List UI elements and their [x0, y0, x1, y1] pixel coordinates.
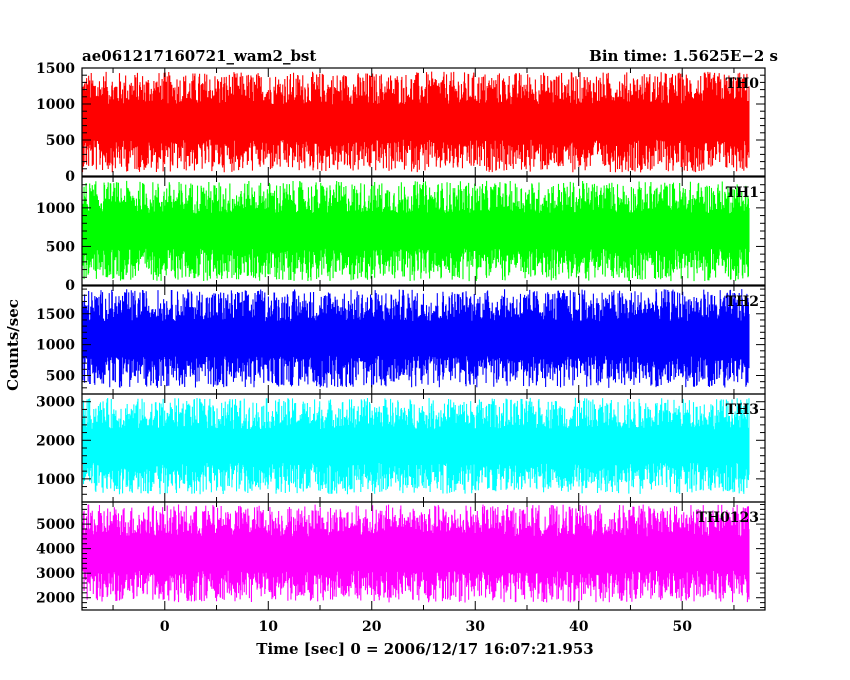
chart-title-left: ae061217160721_wam2_bst [82, 47, 316, 65]
panel-name-label: TH1 [726, 185, 759, 201]
series-line-th3 [81, 397, 750, 495]
y-tick-label: 0 [65, 278, 75, 294]
y-tick-label: 2000 [36, 591, 75, 607]
x-tick-label: 50 [672, 619, 692, 635]
y-tick-label: 1500 [36, 307, 75, 323]
y-tick-label: 2000 [36, 433, 75, 449]
chart-title-right: Bin time: 1.5625E−2 s [589, 47, 778, 65]
panel-th0: TH0 0 500 1000 1500 [36, 61, 766, 185]
panel-th3: TH3 1000 2000 3000 [36, 393, 766, 503]
panel-th0123: TH0123 2000 3000 4000 5000 [36, 501, 766, 611]
y-tick-label: 1000 [36, 472, 75, 488]
panel-name-label: TH2 [726, 294, 759, 310]
panel-name-label: TH0 [726, 76, 760, 92]
y-tick-label: 5000 [36, 517, 75, 533]
x-axis-label: Time [sec] 0 = 2006/12/17 16:07:21.953 [256, 640, 593, 658]
series-line-th0123 [81, 504, 750, 603]
y-tick-label: 0 [65, 169, 75, 185]
y-axis-label: Counts/sec [4, 299, 22, 391]
panel-name-label: TH3 [726, 402, 759, 418]
x-tick-label: 40 [569, 619, 589, 635]
y-tick-label: 3000 [36, 395, 75, 411]
panel-th2: TH2 500 1000 1500 [36, 285, 766, 395]
y-tick-label: 1500 [36, 61, 75, 77]
y-tick-label: 500 [46, 239, 75, 255]
series-line-th2 [81, 289, 750, 388]
y-tick-label: 1000 [36, 97, 75, 113]
panel-name-label: TH0123 [696, 510, 759, 526]
x-tick-label: 20 [362, 619, 382, 635]
x-tick-label: 10 [259, 619, 279, 635]
panels: TH0050010001500TH105001000TH250010001500… [36, 61, 766, 635]
y-tick-label: 500 [46, 368, 75, 384]
series-line-th0 [81, 71, 750, 173]
panel-th1: TH1 0 500 1000 [36, 176, 766, 294]
y-tick-label: 3000 [36, 566, 75, 582]
series-line-th1 [81, 180, 750, 282]
y-tick-label: 4000 [36, 542, 75, 558]
x-tick-label: 0 [160, 619, 170, 635]
y-tick-label: 500 [46, 133, 75, 149]
y-tick-label: 1000 [36, 338, 75, 354]
x-tick-label: 30 [466, 619, 486, 635]
y-tick-label: 1000 [36, 201, 75, 217]
